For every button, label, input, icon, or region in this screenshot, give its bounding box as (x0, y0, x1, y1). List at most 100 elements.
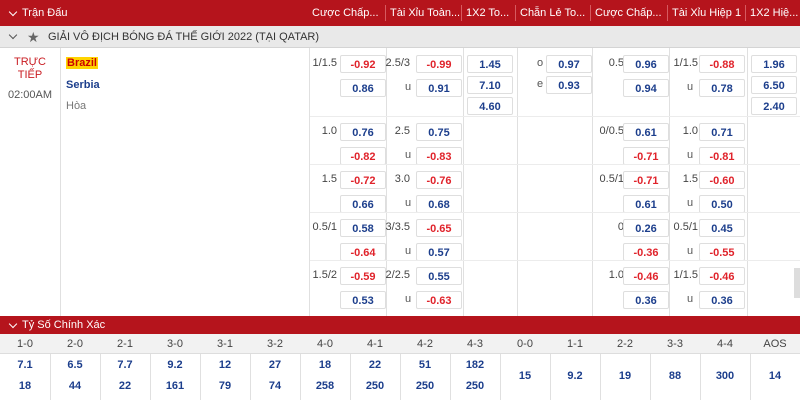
score-odd[interactable]: 22 (118, 380, 132, 392)
score-column-divider (650, 354, 651, 400)
score-odd[interactable]: 250 (415, 380, 435, 392)
score-odd[interactable]: 161 (165, 380, 185, 392)
hdp-away-odd[interactable]: 0.66 (340, 195, 386, 213)
h1-hdp-away-odd[interactable]: -0.71 (623, 147, 669, 165)
ou-over-odd[interactable]: 0.75 (416, 123, 462, 141)
score-odd[interactable]: 182 (465, 359, 485, 371)
hdp-home-odd[interactable]: -0.72 (340, 171, 386, 189)
ou-over-odd[interactable]: -0.76 (416, 171, 462, 189)
h1-hdp-home-odd[interactable]: 0.26 (623, 219, 669, 237)
hdp-home-odd[interactable]: 0.58 (340, 219, 386, 237)
hdp-away-odd[interactable]: 0.86 (340, 79, 386, 97)
chevron-down-icon[interactable] (8, 319, 18, 329)
score-odd[interactable]: 74 (268, 380, 282, 392)
h1-hdp-home-odd[interactable]: -0.46 (623, 267, 669, 285)
league-row[interactable]: ★ GIẢI VÔ ĐỊCH BÓNG ĐÁ THẾ GIỚI 2022 (TẠ… (0, 26, 800, 48)
score-odd[interactable]: 79 (218, 380, 232, 392)
score-odd[interactable]: 18 (18, 380, 32, 392)
score-odd[interactable]: 9.2 (567, 370, 583, 382)
hdp-away-odd[interactable]: 0.53 (340, 291, 386, 309)
score-odd[interactable]: 250 (365, 380, 385, 392)
chevron-down-icon[interactable] (8, 30, 18, 40)
h1-hdp-away-odd[interactable]: -0.36 (623, 243, 669, 261)
h1-ou-under-label: u (686, 197, 694, 209)
ou-under-odd[interactable]: 0.91 (416, 79, 462, 97)
ou-over-odd[interactable]: 0.55 (416, 267, 462, 285)
score-odd[interactable]: 19 (618, 370, 632, 382)
col-match-header[interactable]: Trận Đấu (0, 0, 150, 26)
ou-over-odd[interactable]: -0.65 (416, 219, 462, 237)
home-team[interactable]: Brazil (66, 57, 98, 69)
h1-hdp-away-odd[interactable]: 0.61 (623, 195, 669, 213)
hdp-home-odd[interactable]: -0.92 (340, 55, 386, 73)
oe-odd[interactable]: 0.93 (546, 76, 592, 94)
col-h1-ou-header[interactable]: Tài Xỉu Hiệp 1 (672, 7, 742, 19)
score-odd[interactable]: 7.7 (117, 359, 133, 371)
x12-odd[interactable]: 7.10 (467, 76, 513, 94)
x12-odd[interactable]: 1.45 (467, 55, 513, 73)
h1-ou-under-odd[interactable]: 0.50 (699, 195, 745, 213)
ou-under-odd[interactable]: 0.68 (416, 195, 462, 213)
h1-x12-odd[interactable]: 2.40 (751, 97, 797, 115)
hdp-away-odd[interactable]: -0.82 (340, 147, 386, 165)
hdp-away-odd[interactable]: -0.64 (340, 243, 386, 261)
score-column-divider (350, 354, 351, 400)
ou-under-odd[interactable]: -0.83 (416, 147, 462, 165)
h1-ou-over-odd[interactable]: -0.88 (699, 55, 745, 73)
h1-ou-line: 1/1.5 (673, 269, 698, 281)
draw-label: Hòa (66, 100, 87, 112)
x12-odd[interactable]: 4.60 (467, 97, 513, 115)
score-odd[interactable]: 300 (715, 370, 735, 382)
col-h1-1x2-header[interactable]: 1X2 Hiệ... (750, 7, 799, 19)
ou-under-odd[interactable]: -0.63 (416, 291, 462, 309)
h1-hdp-home-odd[interactable]: -0.71 (623, 171, 669, 189)
score-odd[interactable]: 258 (315, 380, 335, 392)
score-odd[interactable]: 14 (768, 370, 782, 382)
score-odd[interactable]: 9.2 (167, 359, 183, 371)
hdp-home-odd[interactable]: 0.76 (340, 123, 386, 141)
score-odd[interactable]: 12 (218, 359, 232, 371)
h1-ou-over-odd[interactable]: -0.60 (699, 171, 745, 189)
odds-table-header: Trận Đấu Cược Chấp... Tài Xỉu Toàn... 1X… (0, 0, 800, 26)
col-h1-hdp-header[interactable]: Cược Chấp... (595, 7, 662, 19)
score-odd[interactable]: 7.1 (17, 359, 33, 371)
h1-hdp-home-odd[interactable]: 0.61 (623, 123, 669, 141)
score-odd[interactable]: 18 (318, 359, 332, 371)
h1-ou-under-odd[interactable]: 0.78 (699, 79, 745, 97)
score-odd[interactable]: 250 (465, 380, 485, 392)
h1-ou-under-odd[interactable]: -0.81 (699, 147, 745, 165)
ou-line: 2.5 (394, 125, 410, 137)
score-odd[interactable]: 44 (68, 380, 82, 392)
ou-over-odd[interactable]: -0.99 (416, 55, 462, 73)
scroll-handle[interactable] (794, 268, 800, 298)
correct-score-header[interactable]: Tỷ Số Chính Xác (0, 316, 800, 334)
chevron-down-icon[interactable] (8, 7, 18, 17)
col-hdp-header[interactable]: Cược Chấp... (312, 7, 379, 19)
score-odd[interactable]: 15 (518, 370, 532, 382)
ou-under-odd[interactable]: 0.57 (416, 243, 462, 261)
h1-hdp-away-odd[interactable]: 0.36 (623, 291, 669, 309)
h1-hdp-home-odd[interactable]: 0.96 (623, 55, 669, 73)
h1-ou-over-odd[interactable]: 0.45 (699, 219, 745, 237)
h1-ou-over-odd[interactable]: 0.71 (699, 123, 745, 141)
ou-under-label: u (404, 293, 412, 305)
score-odd[interactable]: 27 (268, 359, 282, 371)
h1-ou-under-odd[interactable]: 0.36 (699, 291, 745, 309)
h1-ou-under-odd[interactable]: -0.55 (699, 243, 745, 261)
score-odd[interactable]: 51 (418, 359, 432, 371)
h1-x12-odd[interactable]: 6.50 (751, 76, 797, 94)
away-team[interactable]: Serbia (66, 79, 100, 91)
score-odd[interactable]: 22 (368, 359, 382, 371)
h1-x12-odd[interactable]: 1.96 (751, 55, 797, 73)
star-icon[interactable]: ★ (27, 29, 40, 45)
score-odd[interactable]: 6.5 (67, 359, 83, 371)
h1-ou-over-odd[interactable]: -0.46 (699, 267, 745, 285)
h1-hdp-away-odd[interactable]: 0.94 (623, 79, 669, 97)
oe-odd[interactable]: 0.97 (546, 55, 592, 73)
hdp-home-odd[interactable]: -0.59 (340, 267, 386, 285)
col-ou-header[interactable]: Tài Xỉu Toàn... (390, 7, 460, 19)
score-column-divider (150, 354, 151, 400)
col-1x2-header[interactable]: 1X2 To... (466, 7, 510, 19)
score-odd[interactable]: 88 (668, 370, 682, 382)
col-oe-header[interactable]: Chẵn Lẻ To... (520, 7, 586, 19)
